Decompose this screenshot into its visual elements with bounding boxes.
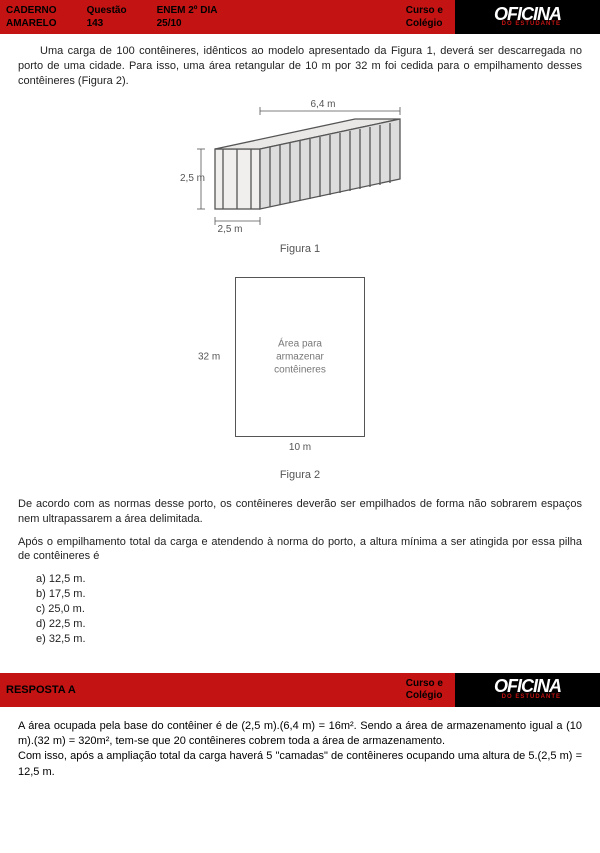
answer-logo-area: OFICINA DO ESTUDANTE [455,673,600,707]
figure-1-caption: Figura 1 [18,242,582,257]
brand-logo: OFICINA DO ESTUDANTE [494,7,561,27]
figures-block: 6,4 m 2,5 m 2,5 m Figura 1 Área para arm… [18,99,582,483]
logo-sub-text-2: DO ESTUDANTE [494,695,561,700]
container-diagram: 6,4 m 2,5 m 2,5 m [175,99,425,234]
problem-paragraph-3: Após o empilhamento total da carga e ate… [18,535,582,565]
header-questao-label: Questão [87,4,127,17]
header-left: CADERNO AMARELO Questão 143 ENEM 2º DIA … [0,0,455,34]
option-e: e) 32,5 m. [36,632,582,647]
option-a: a) 12,5 m. [36,572,582,587]
storage-inner-text: Área para armazenar contêineres [274,338,326,377]
options-list: a) 12,5 m. b) 17,5 m. c) 25,0 m. d) 22,5… [36,572,582,646]
fig1-height-label: 2,5 m [180,173,205,184]
fig2-bottom-dim: 10 m [289,441,311,455]
brand-logo-2: OFICINA DO ESTUDANTE [494,679,561,699]
header-col-enem: ENEM 2º DIA 25/10 [157,0,218,34]
logo-sub-text: DO ESTUDANTE [494,22,561,27]
answer-bar: RESPOSTA A Curso e Colégio OFICINA DO ES… [0,673,600,707]
answer-left: RESPOSTA A Curso e Colégio [0,673,455,707]
problem-content: Uma carga de 100 contêineres, idênticos … [0,34,600,673]
explanation-p2: Com isso, após a ampliação total da carg… [18,749,582,780]
answer-label: RESPOSTA A [6,684,76,696]
option-b: b) 17,5 m. [36,587,582,602]
problem-paragraph-2: De acordo com as normas desse porto, os … [18,497,582,527]
answer-curso-l1: Curso e [406,678,443,689]
explanation: A área ocupada pela base do contêiner é … [0,707,600,791]
fig1-width-label: 6,4 m [310,99,335,110]
explanation-p1: A área ocupada pela base do contêiner é … [18,719,582,750]
option-c: c) 25,0 m. [36,602,582,617]
top-header: CADERNO AMARELO Questão 143 ENEM 2º DIA … [0,0,600,34]
option-d: d) 22,5 m. [36,617,582,632]
answer-curso: Curso e Colégio [406,678,443,702]
header-col-questao: Questão 143 [87,0,127,34]
header-enem-date: 25/10 [157,17,218,30]
header-enem-label: ENEM 2º DIA [157,4,218,17]
fig1-depth-label: 2,5 m [217,224,242,234]
logo-area: OFICINA DO ESTUDANTE [455,0,600,34]
answer-curso-l2: Colégio [406,690,443,701]
storage-text-l3: contêineres [274,365,326,376]
problem-paragraph-1: Uma carga de 100 contêineres, idênticos … [18,44,582,89]
storage-rect: Área para armazenar contêineres 32 m 10 … [235,277,365,437]
figure-2: Área para armazenar contêineres 32 m 10 … [18,277,582,483]
header-col-caderno: CADERNO AMARELO [6,0,57,34]
header-caderno-label: CADERNO [6,4,57,17]
header-col-curso: Curso e Colégio [406,0,443,34]
header-curso-l1: Curso e [406,4,443,17]
header-curso-l2: Colégio [406,17,443,30]
storage-text-l2: armazenar [276,352,324,363]
header-questao-value: 143 [87,17,127,30]
figure-2-caption: Figura 2 [18,468,582,483]
header-caderno-value: AMARELO [6,17,57,30]
fig2-left-dim: 32 m [198,350,220,364]
figure-1: 6,4 m 2,5 m 2,5 m Figura 1 [18,99,582,258]
storage-text-l1: Área para [278,339,322,350]
